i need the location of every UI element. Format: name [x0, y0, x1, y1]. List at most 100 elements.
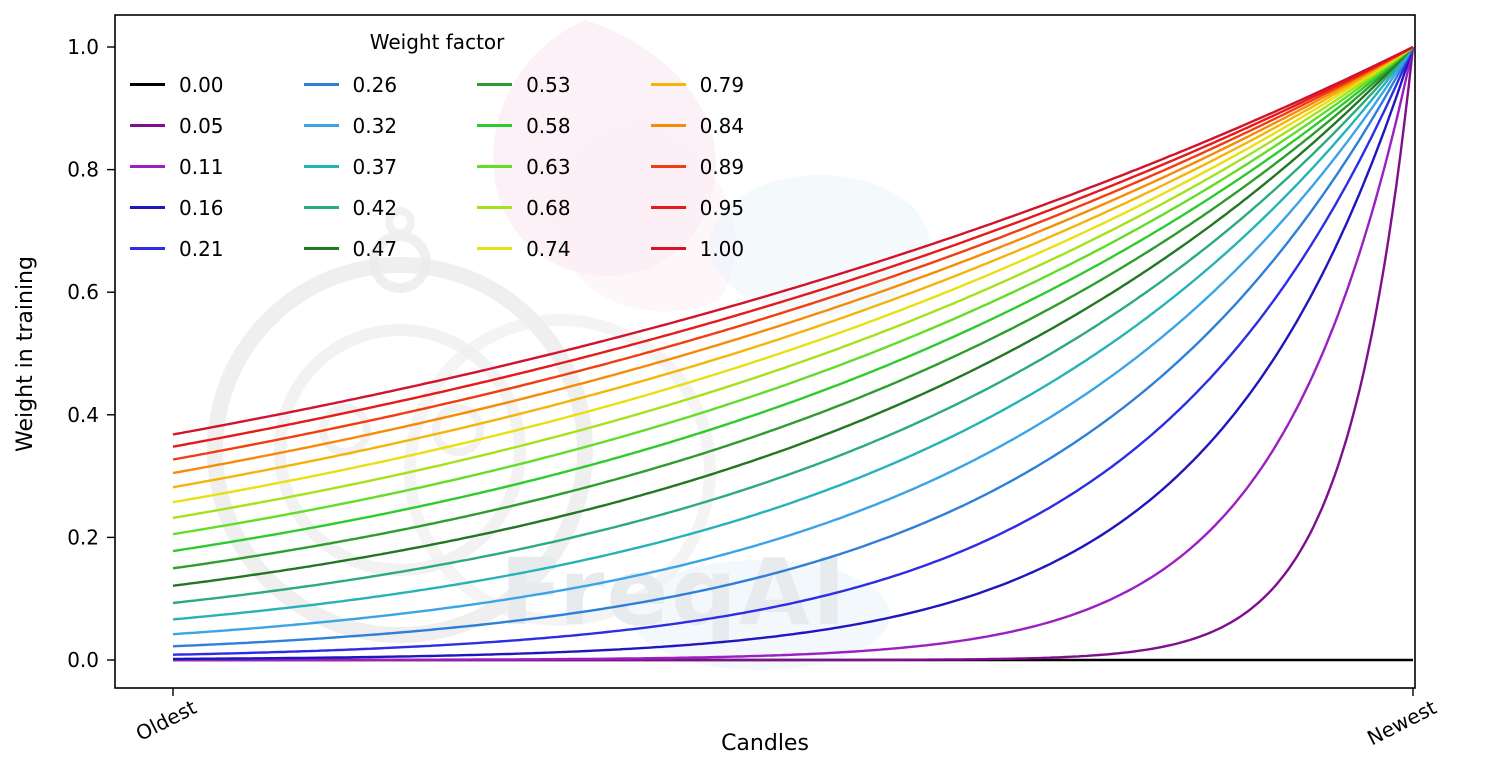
legend-line-swatch — [650, 124, 686, 127]
legend-label: 0.16 — [179, 195, 224, 220]
legend-line-swatch — [303, 165, 339, 168]
legend-line-swatch — [477, 83, 513, 86]
legend-label: 0.68 — [526, 195, 571, 220]
legend-item-0.63: 0.63 — [477, 155, 571, 179]
legend-label: 0.42 — [352, 195, 398, 220]
legend-line-swatch — [130, 124, 165, 127]
legend-item-0.53: 0.53 — [477, 73, 571, 97]
freqai-watermark: FreqAI — [207, 20, 930, 670]
x-tick-label-newest: Newest — [1363, 695, 1440, 750]
legend-line-swatch — [477, 165, 513, 168]
legend-label: 0.11 — [179, 154, 224, 179]
series-line-0.42 — [172, 46, 1414, 605]
legend-line-swatch — [477, 247, 513, 250]
series-line-0.21 — [172, 46, 1415, 656]
watermark-leaf-shape-2 — [553, 120, 736, 312]
legend-line-swatch — [477, 206, 513, 209]
series-line-0.84 — [172, 45, 1414, 475]
legend-entries: 0.00 0.05 0.11 0.16 0.21 0.26 0.32 0.37 0.42 0.47… — [130, 64, 744, 269]
legend-label: 0.79 — [699, 72, 745, 97]
y-tick-label: 0.0 — [67, 648, 99, 672]
legend-label: 0.74 — [526, 236, 571, 261]
legend-label: 0.37 — [352, 154, 398, 179]
legend-label: 0.95 — [699, 195, 745, 220]
y-axis-ticks: 0.0 0.2 0.4 0.6 0.8 1.0 — [67, 35, 115, 672]
watermark-logo-knob-top — [385, 207, 415, 237]
legend-item-0.95: 0.95 — [650, 195, 745, 220]
legend-line-swatch — [130, 165, 165, 168]
legend-item-0.21: 0.21 — [130, 237, 224, 261]
legend-label: 0.58 — [526, 113, 571, 138]
series-line-0.79 — [172, 45, 1414, 489]
legend-item-0.37: 0.37 — [303, 154, 398, 179]
legend-item-0.16: 0.16 — [130, 196, 224, 220]
legend-label: 0.63 — [526, 154, 571, 179]
legend-line-swatch — [303, 124, 339, 127]
legend-item-0.00: 0.00 — [130, 73, 224, 97]
legend-line-swatch — [477, 124, 513, 127]
legend-item-0.32: 0.32 — [303, 113, 398, 138]
series-line-0.89 — [172, 45, 1414, 461]
watermark-logo-eye-right — [432, 404, 484, 456]
legend-item-0.89: 0.89 — [650, 155, 744, 179]
legend-label: 0.21 — [179, 236, 224, 261]
series-line-0.16 — [173, 46, 1415, 661]
legend-item-0.26: 0.26 — [303, 72, 398, 97]
legend-line-swatch — [130, 83, 165, 86]
legend-line-swatch — [650, 165, 686, 168]
series-line-0.95 — [172, 45, 1414, 448]
legend-label: 0.53 — [526, 72, 571, 97]
x-axis-label: Candles — [721, 731, 809, 756]
legend-item-0.84: 0.84 — [650, 113, 745, 138]
legend-title: Weight factor — [369, 30, 505, 54]
legend-line-swatch — [650, 83, 686, 86]
legend-item-0.42: 0.42 — [303, 195, 398, 220]
watermark-text: FreqAI — [500, 539, 848, 646]
legend-item-0.79: 0.79 — [650, 72, 745, 97]
y-tick-label: 0.4 — [67, 403, 99, 427]
series-line-0.26 — [172, 46, 1415, 648]
legend-item-0.68: 0.68 — [477, 196, 571, 220]
legend-line-swatch — [303, 247, 339, 250]
y-tick-label: 0.6 — [67, 280, 99, 304]
legend-item-0.11: 0.11 — [130, 155, 224, 179]
series-line-0.68 — [172, 46, 1414, 520]
legend-line-swatch — [130, 247, 165, 250]
legend-line-swatch — [650, 247, 686, 250]
series-line-0.11 — [173, 46, 1415, 662]
legend-label: 0.26 — [352, 72, 398, 97]
series-line-0.37 — [172, 46, 1414, 621]
legend-item-0.58: 0.58 — [477, 114, 571, 138]
series-line-0.74 — [172, 46, 1414, 504]
series-line-1.00 — [172, 45, 1414, 436]
legend-label: 0.84 — [699, 113, 745, 138]
series-line-0.47 — [172, 46, 1414, 587]
y-tick-label: 1.0 — [67, 35, 99, 59]
legend-item-0.05: 0.05 — [130, 114, 224, 138]
legend-item-0.74: 0.74 — [477, 237, 571, 261]
y-axis-label: Weight in training — [13, 256, 38, 452]
watermark-logo-ring-inner — [274, 324, 526, 576]
watermark-logo-ring — [207, 257, 593, 643]
plot-border — [114, 14, 1416, 689]
y-tick-label: 0.8 — [67, 158, 99, 182]
legend-label: 0.32 — [352, 113, 398, 138]
y-tick-label: 0.2 — [67, 525, 99, 549]
series-lines — [172, 45, 1415, 662]
legend-line-swatch — [303, 206, 339, 209]
legend-item-0.47: 0.47 — [303, 236, 398, 261]
chart-legend: Weight factor 0.00 0.05 0.11 0.16 0.21 0.26 0.… — [130, 30, 744, 269]
series-line-0.32 — [172, 46, 1415, 636]
legend-item-1.00: 1.00 — [650, 237, 744, 261]
series-line-0.58 — [172, 46, 1414, 553]
watermark-blue-blob-2 — [630, 560, 890, 670]
legend-label: 0.47 — [352, 236, 398, 261]
watermark-blue-blob — [710, 175, 930, 315]
legend-label: 0.05 — [179, 113, 224, 138]
watermark-logo-ring-right — [404, 314, 716, 626]
series-line-0.63 — [172, 46, 1414, 536]
legend-line-swatch — [650, 206, 686, 209]
legend-label: 0.00 — [179, 72, 224, 97]
